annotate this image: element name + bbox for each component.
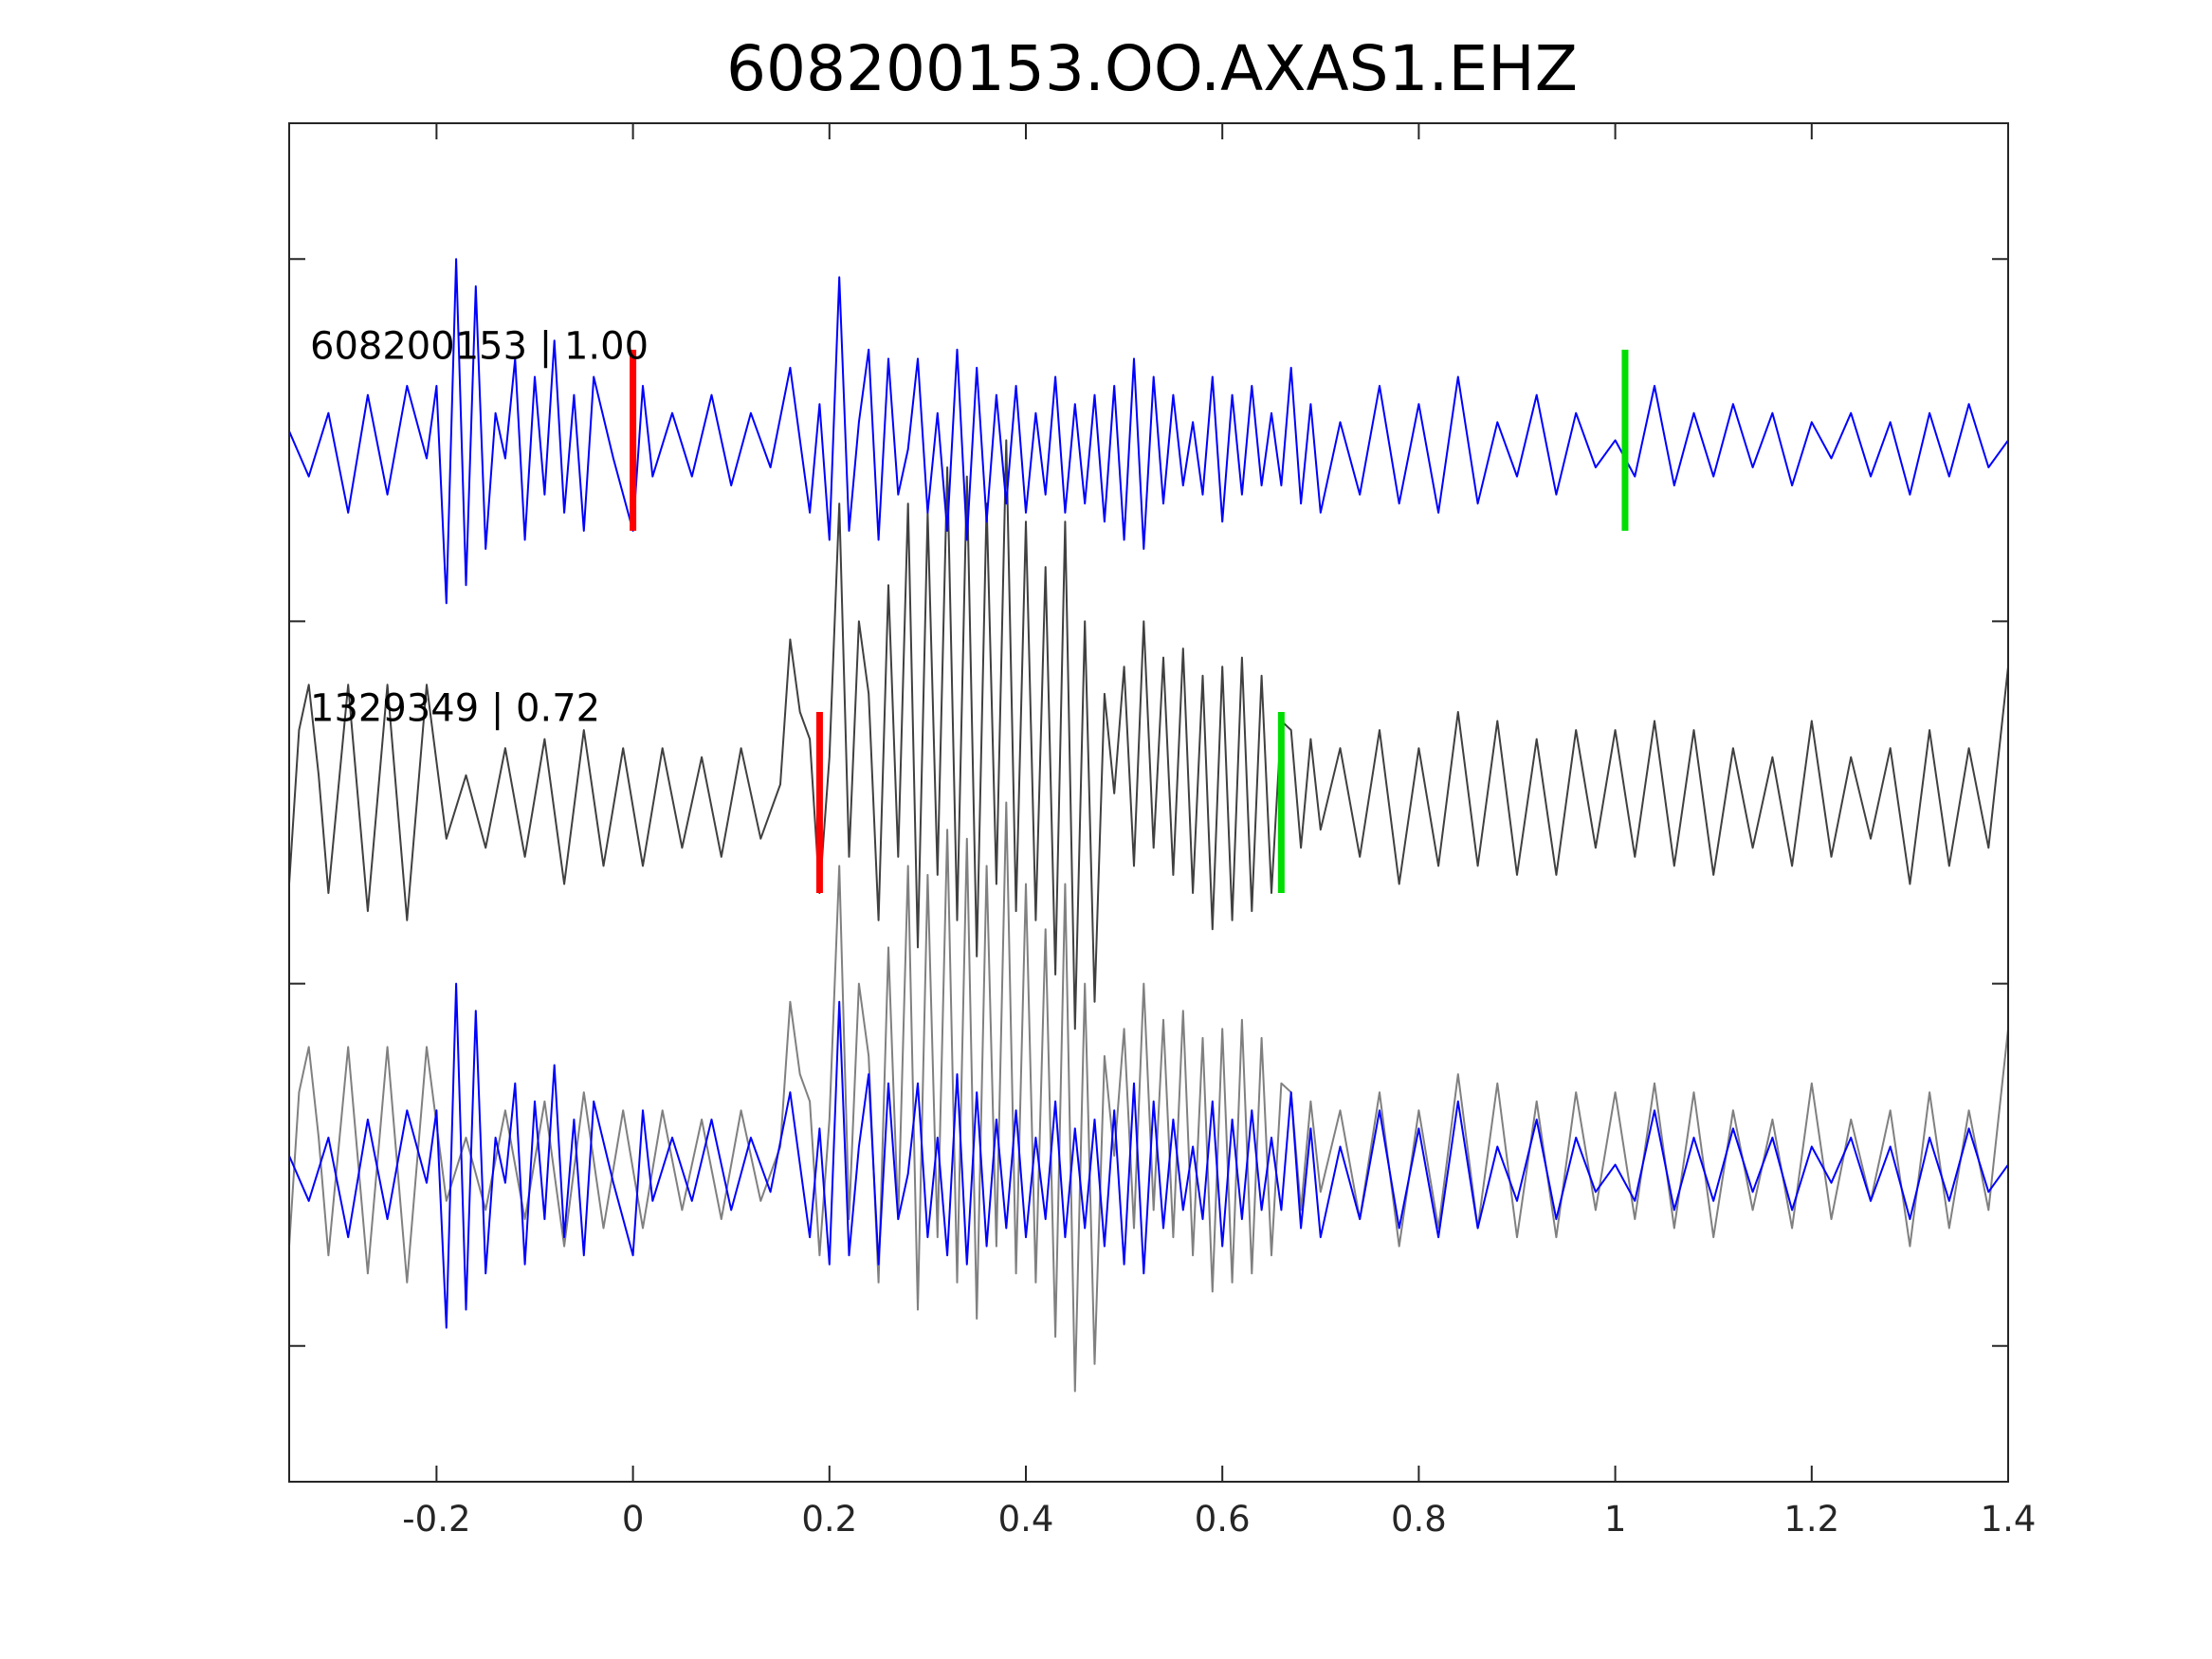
- trace-overlay-template: [288, 982, 2009, 1329]
- x-tick-label: 0.2: [801, 1499, 857, 1540]
- x-tick-label: 1.2: [1783, 1499, 1839, 1540]
- trace-label-detection: 1329349 | 0.72: [310, 687, 600, 731]
- trace-template: [288, 258, 2009, 605]
- x-tick-label: 0.8: [1391, 1499, 1447, 1540]
- x-tick-label: 0.6: [1195, 1499, 1251, 1540]
- x-tick-label: -0.2: [402, 1499, 470, 1540]
- x-tick-label: 0: [622, 1499, 645, 1540]
- trace-labels: 608200153 | 1.00 1329349 | 0.72: [310, 324, 649, 730]
- x-tick-label: 1: [1604, 1499, 1627, 1540]
- plot-frame: [288, 122, 2009, 1483]
- chart-title: 608200153.OO.AXAS1.EHZ: [726, 32, 1578, 105]
- x-tick-label: 1.4: [1981, 1499, 2037, 1540]
- plot-axes: -0.2 0 0.2 0.4 0.6 0.8 1 1.2 1.4: [288, 122, 2037, 1540]
- picks-layer: [630, 349, 1629, 894]
- trace-detection: [288, 439, 2009, 1030]
- traces-layer: [288, 258, 2009, 1393]
- trace-overlay-detection: [288, 801, 2009, 1393]
- x-tick-label: 0.4: [998, 1499, 1054, 1540]
- trace-label-template: 608200153 | 1.00: [310, 324, 649, 368]
